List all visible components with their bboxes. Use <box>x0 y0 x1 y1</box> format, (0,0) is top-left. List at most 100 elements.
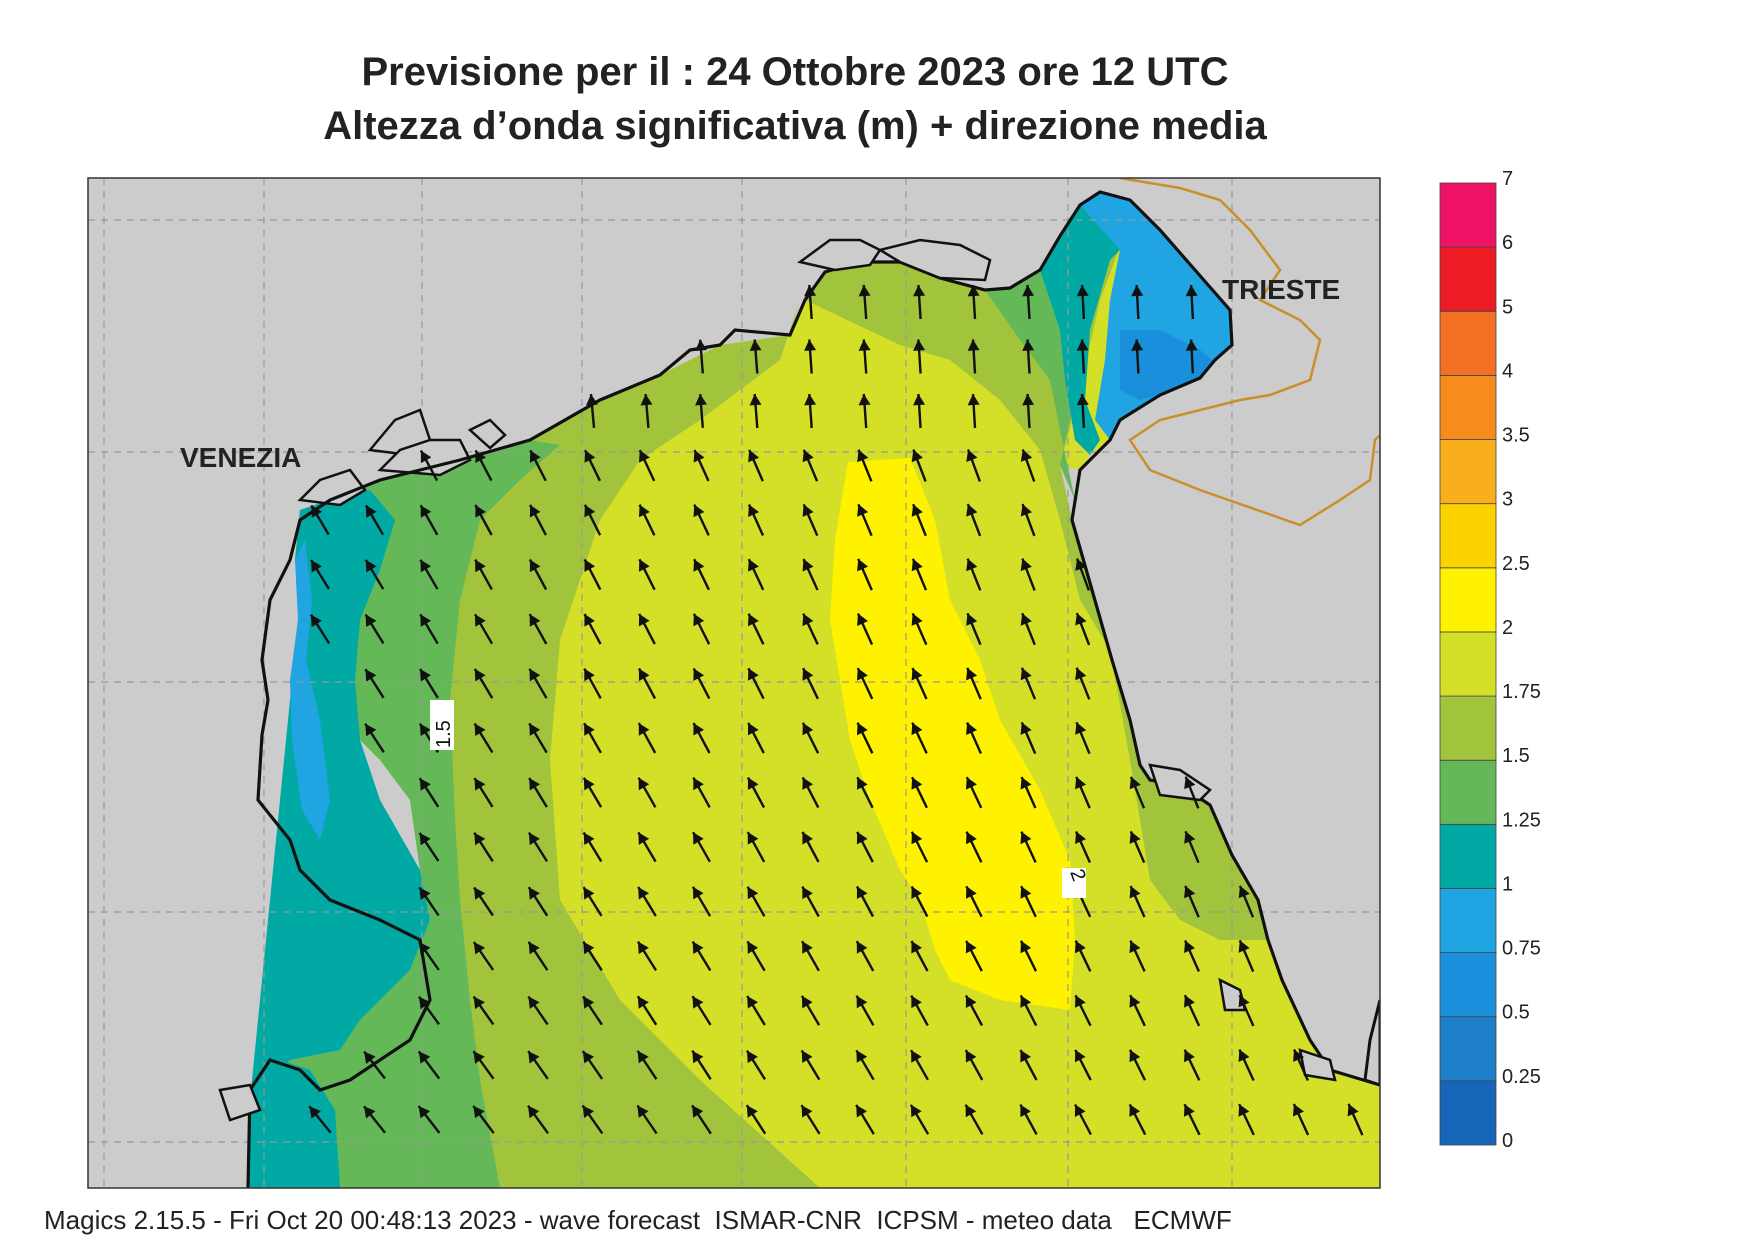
wave-arrow-head <box>804 285 817 297</box>
wave-arrow-head <box>475 614 486 627</box>
colorbar-swatch <box>1439 374 1497 440</box>
wave-arrow-head <box>364 1051 376 1064</box>
wave-arrow-head <box>529 559 541 573</box>
wave-arrow-head <box>528 887 540 900</box>
wave-arrow-head <box>1184 776 1196 790</box>
wave-arrow-head <box>638 887 649 900</box>
wave-arrow-head <box>418 1051 431 1064</box>
colorbar-swatch <box>1439 439 1497 505</box>
wave-arrow-head <box>802 941 813 954</box>
wave-arrow-head <box>692 886 704 900</box>
colorbar-level-label: 1.75 <box>1502 681 1541 703</box>
wave-arrow-head <box>857 613 868 626</box>
wave-arrow-head <box>911 941 922 954</box>
istria-land <box>1363 999 1380 1087</box>
wave-arrow-head <box>638 777 650 791</box>
colorbar-level-label: 0.5 <box>1502 1002 1530 1024</box>
wave-arrow-head <box>637 1050 649 1064</box>
wave-arrow-head <box>747 886 759 900</box>
wave-arrow-head <box>419 832 431 846</box>
wave-arrow-head <box>802 777 814 790</box>
wave-arrow-head <box>1020 940 1032 954</box>
city-label-venezia: VENEZIA <box>180 442 301 473</box>
wave-arrow-head <box>965 1104 977 1118</box>
colorbar-swatch <box>1439 1016 1497 1082</box>
colorbar-swatch <box>1439 567 1497 633</box>
colorbar-level-label: 4 <box>1502 360 1513 382</box>
wave-arrow-head <box>1129 995 1141 1008</box>
wave-arrow-head <box>1184 831 1196 844</box>
colorbar-level-label: 3 <box>1502 489 1513 511</box>
wave-arrow-head <box>584 614 595 627</box>
colorbar-labels: 0 0.25 0.5 0.75 1 1.25 1.5 1.75 2 2.5 3 3.5 4 5 6 7 <box>1502 168 1541 1152</box>
wave-arrow-head <box>638 941 649 955</box>
wave-arrow-head <box>1129 886 1141 899</box>
wave-arrow-head <box>693 559 705 572</box>
wave-arrow-head <box>966 886 977 899</box>
wave-arrow-head <box>529 723 541 736</box>
wave-arrow-head <box>419 887 431 900</box>
wave-arrow-head <box>582 1051 595 1064</box>
wave-arrow-head <box>747 668 759 681</box>
colorbar <box>1439 182 1497 1146</box>
colorbar-swatch <box>1439 631 1497 697</box>
wave-arrow-head <box>856 886 868 899</box>
wave-arrow-head <box>747 941 759 954</box>
wave-arrow-head <box>966 613 978 626</box>
wave-arrow-head <box>474 887 486 900</box>
wave-arrow-head <box>583 777 595 791</box>
wave-arrow-head <box>473 1105 485 1119</box>
wave-arrow-head <box>747 832 759 845</box>
footer-credits: Magics 2.15.5 - Fri Oct 20 00:48:13 2023… <box>44 1205 1232 1235</box>
wave-arrow-head <box>693 450 705 463</box>
wave-arrow-head <box>473 1051 485 1064</box>
wave-arrow-head <box>639 504 650 518</box>
wave-arrow-head <box>749 339 762 351</box>
wave-arrow-head <box>911 722 923 736</box>
wave-arrow-head <box>583 996 595 1009</box>
wave-arrow-head <box>856 995 868 1009</box>
colorbar-level-label: 5 <box>1502 296 1513 318</box>
wave-arrow-head <box>1131 285 1144 297</box>
wave-arrow-head <box>529 668 541 682</box>
colorbar-swatch <box>1439 695 1497 761</box>
wave-arrow-head <box>638 723 650 736</box>
wave-arrow-head <box>747 996 758 1009</box>
wave-arrow-head <box>528 996 540 1009</box>
wave-arrow-head <box>1076 339 1089 351</box>
wave-arrow-head <box>1075 995 1086 1008</box>
wave-arrow-head <box>311 505 323 518</box>
wave-arrow-head <box>966 449 978 462</box>
wave-arrow-head <box>693 777 704 791</box>
wave-arrow-head <box>420 614 432 627</box>
wave-arrow-head <box>693 832 704 845</box>
colorbar-swatch <box>1439 182 1497 248</box>
wave-arrow-head <box>693 613 705 627</box>
colorbar-level-label: 3.5 <box>1502 425 1530 447</box>
wave-arrow-head <box>584 723 595 736</box>
wave-arrow-head <box>1022 285 1035 297</box>
wave-arrow-head <box>911 777 923 790</box>
wave-arrow-head <box>857 668 868 681</box>
wave-arrow-head <box>638 559 650 572</box>
wave-arrow-head <box>366 505 377 518</box>
wave-arrow-head <box>583 832 595 845</box>
wave-arrow-head <box>693 723 704 736</box>
wave-arrow-head <box>858 339 871 351</box>
wave-arrow-head <box>1075 667 1087 681</box>
wave-arrow-head <box>802 449 814 463</box>
wave-arrow-head <box>804 394 817 406</box>
wave-arrow-head <box>804 339 817 351</box>
wave-arrow-head <box>419 996 431 1010</box>
colorbar-swatch <box>1439 759 1497 825</box>
wave-arrow-head <box>529 450 541 463</box>
wave-arrow-head <box>748 613 759 627</box>
wave-arrow-head <box>1020 777 1032 790</box>
band-0-75-west <box>290 540 330 840</box>
wave-arrow-head <box>966 504 978 517</box>
wave-arrow-head <box>913 285 926 297</box>
wave-arrow-head <box>637 996 649 1009</box>
wave-arrow-head <box>474 723 486 736</box>
wave-arrow-head <box>1347 1103 1359 1117</box>
wave-arrow-head <box>1075 940 1086 954</box>
